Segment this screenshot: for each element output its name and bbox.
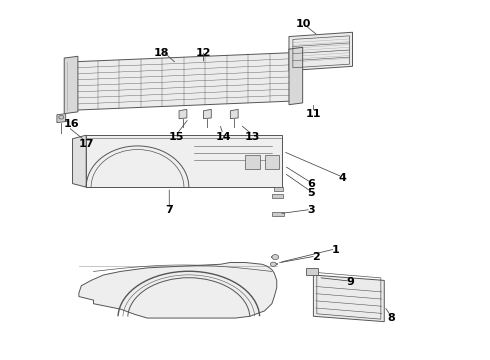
Text: 17: 17 [78,139,94,149]
Bar [265,155,279,169]
Text: 15: 15 [169,132,184,142]
Text: 18: 18 [154,48,170,58]
Text: 6: 6 [307,179,315,189]
Circle shape [272,255,279,260]
Polygon shape [73,135,86,187]
Polygon shape [289,47,303,105]
Text: 9: 9 [346,277,354,287]
Polygon shape [230,109,238,119]
Text: 4: 4 [339,173,346,183]
Text: 8: 8 [388,313,395,323]
Polygon shape [57,114,66,123]
Bar [272,212,284,216]
Polygon shape [179,109,187,119]
Polygon shape [64,56,78,114]
Text: 13: 13 [245,132,260,142]
Polygon shape [289,32,352,71]
Text: 2: 2 [312,252,319,262]
Circle shape [270,262,276,266]
Polygon shape [86,135,282,187]
Bar [245,155,260,169]
Text: 11: 11 [306,109,321,119]
Text: 16: 16 [64,120,79,129]
Text: 10: 10 [296,19,311,29]
Polygon shape [76,53,292,110]
Text: 5: 5 [307,188,315,198]
Polygon shape [314,275,384,321]
Text: 12: 12 [196,48,211,58]
Bar [272,194,283,198]
Polygon shape [203,109,211,119]
Text: 14: 14 [215,132,231,142]
Polygon shape [306,268,318,275]
PathPatch shape [79,262,277,318]
Text: 3: 3 [307,206,315,216]
Text: 1: 1 [332,245,339,255]
Text: 7: 7 [166,206,173,216]
Bar [274,187,283,191]
